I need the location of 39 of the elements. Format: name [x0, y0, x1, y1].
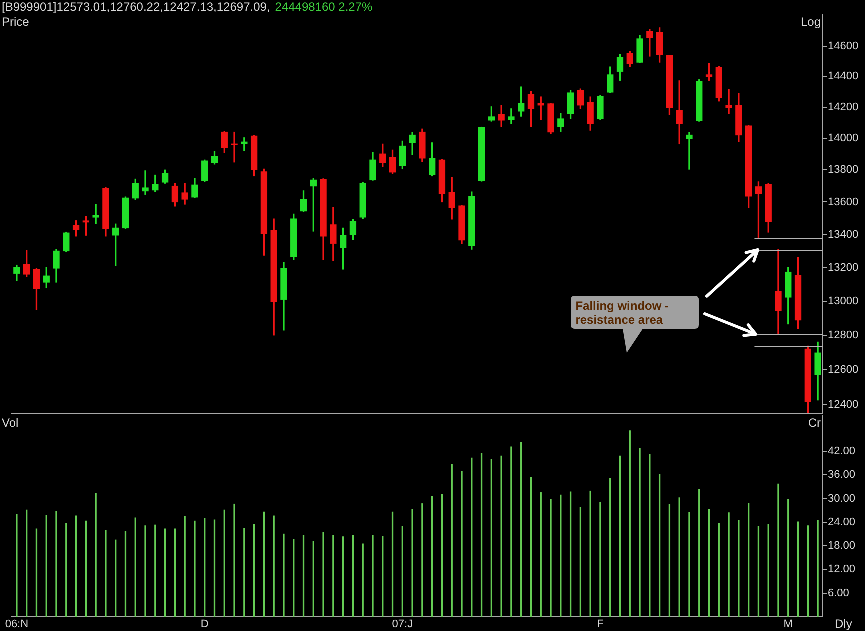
annotation: Log [800, 15, 821, 29]
y-tick-label: 14200 [828, 101, 859, 114]
y-tick-label: 13000 [828, 295, 859, 308]
candlestick [508, 108, 515, 124]
y-tick-label: 12.00 [828, 564, 856, 576]
y-tick-label: 14000 [828, 132, 859, 145]
y-tick-label: 12600 [828, 364, 859, 376]
y-tick-label: 24.00 [828, 516, 856, 528]
candlestick [726, 89, 732, 114]
chart-subtitle: 244498160 2.27% [275, 0, 373, 14]
x-axis-title: Dly [835, 617, 852, 631]
y-tick-label: 36.00 [828, 469, 856, 482]
y-axis-title: Vol [2, 416, 19, 430]
y-tick-label: 13400 [828, 228, 859, 241]
candlestick [142, 170, 149, 195]
candlestick [92, 204, 100, 224]
y-tick-label: 30.00 [828, 492, 856, 505]
y-tick-label: 14400 [828, 70, 859, 83]
y-tick-label: 13200 [828, 262, 859, 274]
y-tick-label: 42.00 [828, 446, 856, 458]
annotation: Falling window - resistance area [576, 298, 670, 327]
y-tick-label: 13600 [828, 196, 859, 208]
x-tick-label: F [597, 618, 604, 631]
candlestick [686, 132, 693, 170]
y-tick-label: 18.00 [828, 540, 856, 552]
candlestick [775, 249, 782, 335]
x-tick-label: 07:J [392, 618, 414, 631]
y-tick-label: 14600 [828, 40, 859, 52]
y-tick-label: 6.00 [828, 587, 850, 600]
y-tick-label: 13800 [828, 164, 859, 176]
annotation: Cr [808, 416, 821, 430]
candlestick [231, 132, 238, 163]
x-tick-label: D [200, 618, 209, 631]
x-tick-label: M [784, 618, 793, 631]
y-tick-label: 12800 [828, 329, 859, 342]
y-tick-label: 12400 [828, 399, 859, 412]
x-tick-label: 06:N [5, 618, 29, 631]
y-axis-title: Price [2, 15, 30, 29]
chart-title: [B999901]12573.01,12760.22,12427.13,12697.09, [2, 0, 270, 14]
